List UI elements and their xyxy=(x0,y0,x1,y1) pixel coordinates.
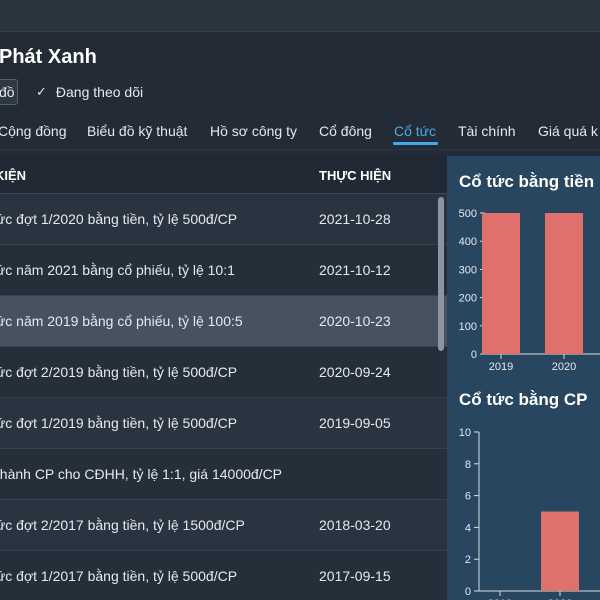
follow-toggle[interactable]: ✓ Đang theo dõi xyxy=(36,79,143,105)
x-tick-label: 2020 xyxy=(552,361,576,373)
table-row[interactable]: tức đợt 2/2017 bằng tiền, tỷ lệ 1500đ/CP… xyxy=(0,500,447,551)
table-row[interactable]: tức đợt 2/2019 bằng tiền, tỷ lệ 500đ/CP … xyxy=(0,347,447,398)
table-scrollbar[interactable] xyxy=(438,197,444,351)
x-tick-label: 2020 xyxy=(548,598,572,600)
dividend-table: KIỆN THỰC HIỆN tức đợt 1/2020 bằng tiền,… xyxy=(0,156,447,600)
event-cell: tức đợt 1/2020 bằng tiền, tỷ lệ 500đ/CP xyxy=(0,211,238,227)
y-tick-label: 6 xyxy=(465,491,471,503)
tab-dividends[interactable]: Cổ tức xyxy=(394,123,437,139)
x-tick-label: 2019 xyxy=(488,598,512,600)
event-cell: tức đợt 2/2019 bằng tiền, tỷ lệ 500đ/CP xyxy=(0,364,238,380)
tab-technical-chart[interactable]: Biểu đồ kỹ thuật xyxy=(87,123,188,139)
y-tick-label: 400 xyxy=(459,236,477,248)
y-tick-label: 8 xyxy=(465,459,471,471)
column-header-date: THỰC HIỆN xyxy=(319,168,392,183)
chart-button[interactable]: đồ xyxy=(0,79,18,105)
active-tab-indicator xyxy=(393,142,438,145)
event-cell: tức đợt 2/2017 bằng tiền, tỷ lệ 1500đ/CP xyxy=(0,517,245,533)
date-cell: 2021-10-28 xyxy=(319,211,391,227)
date-cell: 2017-09-15 xyxy=(319,568,391,584)
event-cell: tức đợt 1/2019 bằng tiền, tỷ lệ 500đ/CP xyxy=(0,415,238,431)
event-cell: tức năm 2019 bằng cổ phiếu, tỷ lệ 100:5 xyxy=(0,313,243,329)
cash-dividend-chart: 0 100 200 300 400 500 2019 2020 xyxy=(459,208,600,373)
date-cell: 2020-09-24 xyxy=(319,364,391,380)
event-cell: t hành CP cho CĐHH, tỷ lệ 1:1, giá 14000… xyxy=(0,466,283,482)
table-row[interactable]: tức đợt 1/2017 bằng tiền, tỷ lệ 500đ/CP … xyxy=(0,551,447,600)
page-title: Phát Xanh xyxy=(0,46,97,68)
follow-label: Đang theo dõi xyxy=(55,84,144,100)
column-header-event: KIỆN xyxy=(0,168,27,183)
tab-shareholders[interactable]: Cổ đông xyxy=(319,123,372,139)
bar[interactable] xyxy=(482,213,520,354)
table-header: KIỆN THỰC HIỆN xyxy=(0,156,447,194)
x-tick-label: 2019 xyxy=(489,361,513,373)
y-tick-label: 300 xyxy=(459,264,477,276)
y-tick-label: 0 xyxy=(465,586,471,598)
stock-dividend-chart-title: Cổ tức bằng CP xyxy=(459,390,588,409)
top-bar xyxy=(0,0,600,32)
table-row-highlighted[interactable]: tức năm 2019 bằng cổ phiếu, tỷ lệ 100:5 … xyxy=(0,296,447,347)
event-cell: tức đợt 1/2017 bằng tiền, tỷ lệ 500đ/CP xyxy=(0,568,238,584)
date-cell: 2019-09-05 xyxy=(319,415,391,431)
bar[interactable] xyxy=(545,213,583,354)
table-row[interactable]: tức năm 2021 bằng cổ phiếu, tỷ lệ 10:1 2… xyxy=(0,245,447,296)
event-cell: tức năm 2021 bằng cổ phiếu, tỷ lệ 10:1 xyxy=(0,262,235,278)
y-tick-label: 2 xyxy=(465,554,471,566)
tab-company-profile[interactable]: Hồ sơ công ty xyxy=(210,123,297,139)
y-tick-label: 4 xyxy=(465,522,471,534)
date-cell: 2018-03-20 xyxy=(319,517,391,533)
table-row[interactable]: tức đợt 1/2019 bằng tiền, tỷ lệ 500đ/CP … xyxy=(0,398,447,449)
table-row[interactable]: t hành CP cho CĐHH, tỷ lệ 1:1, giá 14000… xyxy=(0,449,447,500)
y-tick-label: 0 xyxy=(471,349,477,361)
date-cell: 2020-10-23 xyxy=(319,313,391,329)
tab-finance[interactable]: Tài chính xyxy=(458,123,516,139)
check-icon: ✓ xyxy=(36,84,47,99)
tab-price-history[interactable]: Giá quá k xyxy=(538,123,598,139)
stock-dividend-chart: 0 2 4 6 8 10 2019 2020 xyxy=(459,427,600,600)
y-tick-label: 100 xyxy=(459,321,477,333)
y-tick-label: 500 xyxy=(459,208,477,220)
table-row[interactable]: tức đợt 1/2020 bằng tiền, tỷ lệ 500đ/CP … xyxy=(0,194,447,245)
date-cell: 2021-10-12 xyxy=(319,262,391,278)
dividend-charts-panel: Cổ tức bằng tiền 0 100 200 300 400 500 2019 202… xyxy=(447,156,600,600)
tab-community[interactable]: Cộng đồng xyxy=(0,123,67,139)
y-tick-label: 200 xyxy=(459,293,477,305)
tab-bar: Cộng đồng Biểu đồ kỹ thuật Hồ sơ công ty… xyxy=(0,118,600,150)
y-tick-label: 10 xyxy=(459,427,471,439)
bar[interactable] xyxy=(541,511,579,592)
cash-dividend-chart-title: Cổ tức bằng tiền xyxy=(459,172,595,191)
